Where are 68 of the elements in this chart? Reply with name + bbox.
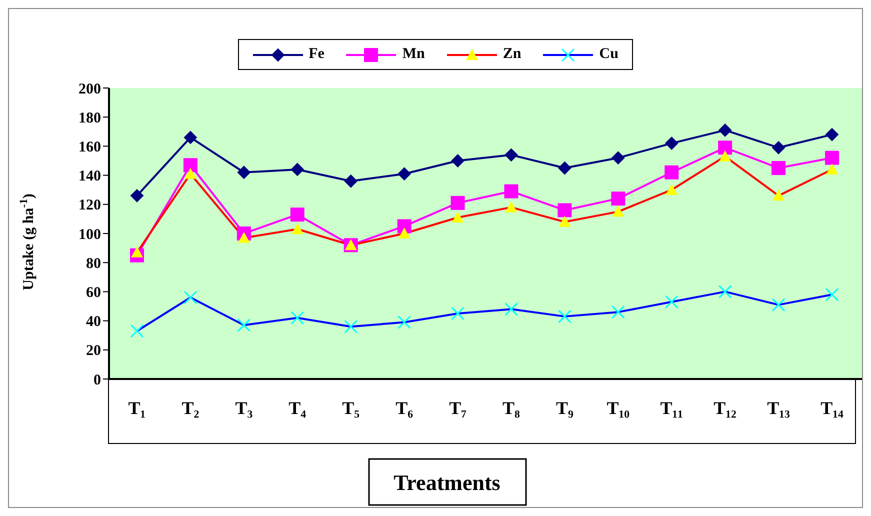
point [238,232,250,243]
x-tick-label: T₈ [502,398,521,418]
point [183,158,198,172]
x-tick-label: T₆ [396,398,414,418]
point [397,219,412,234]
point [184,168,196,179]
point [611,192,626,206]
y-tick-label: 160 [78,140,101,156]
point [450,196,465,210]
point [130,189,144,202]
legend-label: Cu [599,46,618,63]
point [344,174,358,188]
point [504,184,518,198]
point [558,203,572,218]
x-tick-label: T₅ [342,398,360,418]
point [772,161,786,176]
y-tick-label: 120 [78,198,101,214]
point [237,166,250,179]
x-tick-label: T₇ [449,398,466,418]
point [826,163,838,174]
point [719,150,732,162]
point [398,167,411,180]
point [504,148,518,162]
y-tick-label: 100 [78,226,101,243]
point [452,211,464,222]
point [398,228,410,238]
point [826,128,838,142]
point [558,162,572,175]
point [451,154,464,168]
point [291,223,304,234]
point [558,216,571,227]
x-tick-label: T₃ [235,398,254,418]
y-tick-label: 0 [94,372,101,388]
point [131,246,143,258]
legend-label: Fe [308,46,324,63]
x-tick-label: T₂ [182,398,200,418]
x-tick-label: T₁₃ [767,398,791,418]
x-tick-label: T₁ [128,398,146,418]
x-tick-label: T₁₀ [606,398,630,418]
point [718,140,732,155]
legend-label: Mn [402,46,425,63]
point [505,201,518,212]
x-tick-label: T₄ [288,398,307,418]
point [290,162,304,176]
y-tick-label: 180 [78,110,101,126]
point [612,151,625,164]
y-tick-label: 200 [78,81,101,98]
point [664,165,679,180]
y-tick-label: 80 [86,256,101,272]
x-tick-label: T₁₁ [660,398,684,418]
x-tick-label: T₉ [556,398,574,418]
y-tick-label: 40 [86,314,101,330]
point [290,208,304,222]
x-tick-label: T₁₄ [820,398,844,418]
point [772,190,785,201]
point [825,150,839,165]
x-tick-label: T₁₂ [714,398,736,418]
point [612,206,624,217]
point [718,124,732,137]
legend-label: Zn [502,46,522,63]
y-tick-label: 20 [86,343,101,360]
y-tick-label: 60 [86,285,101,302]
x-axis-title: Treatments [394,470,501,495]
y-tick-label: 140 [78,168,101,185]
point [184,130,197,144]
point [772,141,786,154]
point [666,184,678,195]
point [665,136,678,150]
